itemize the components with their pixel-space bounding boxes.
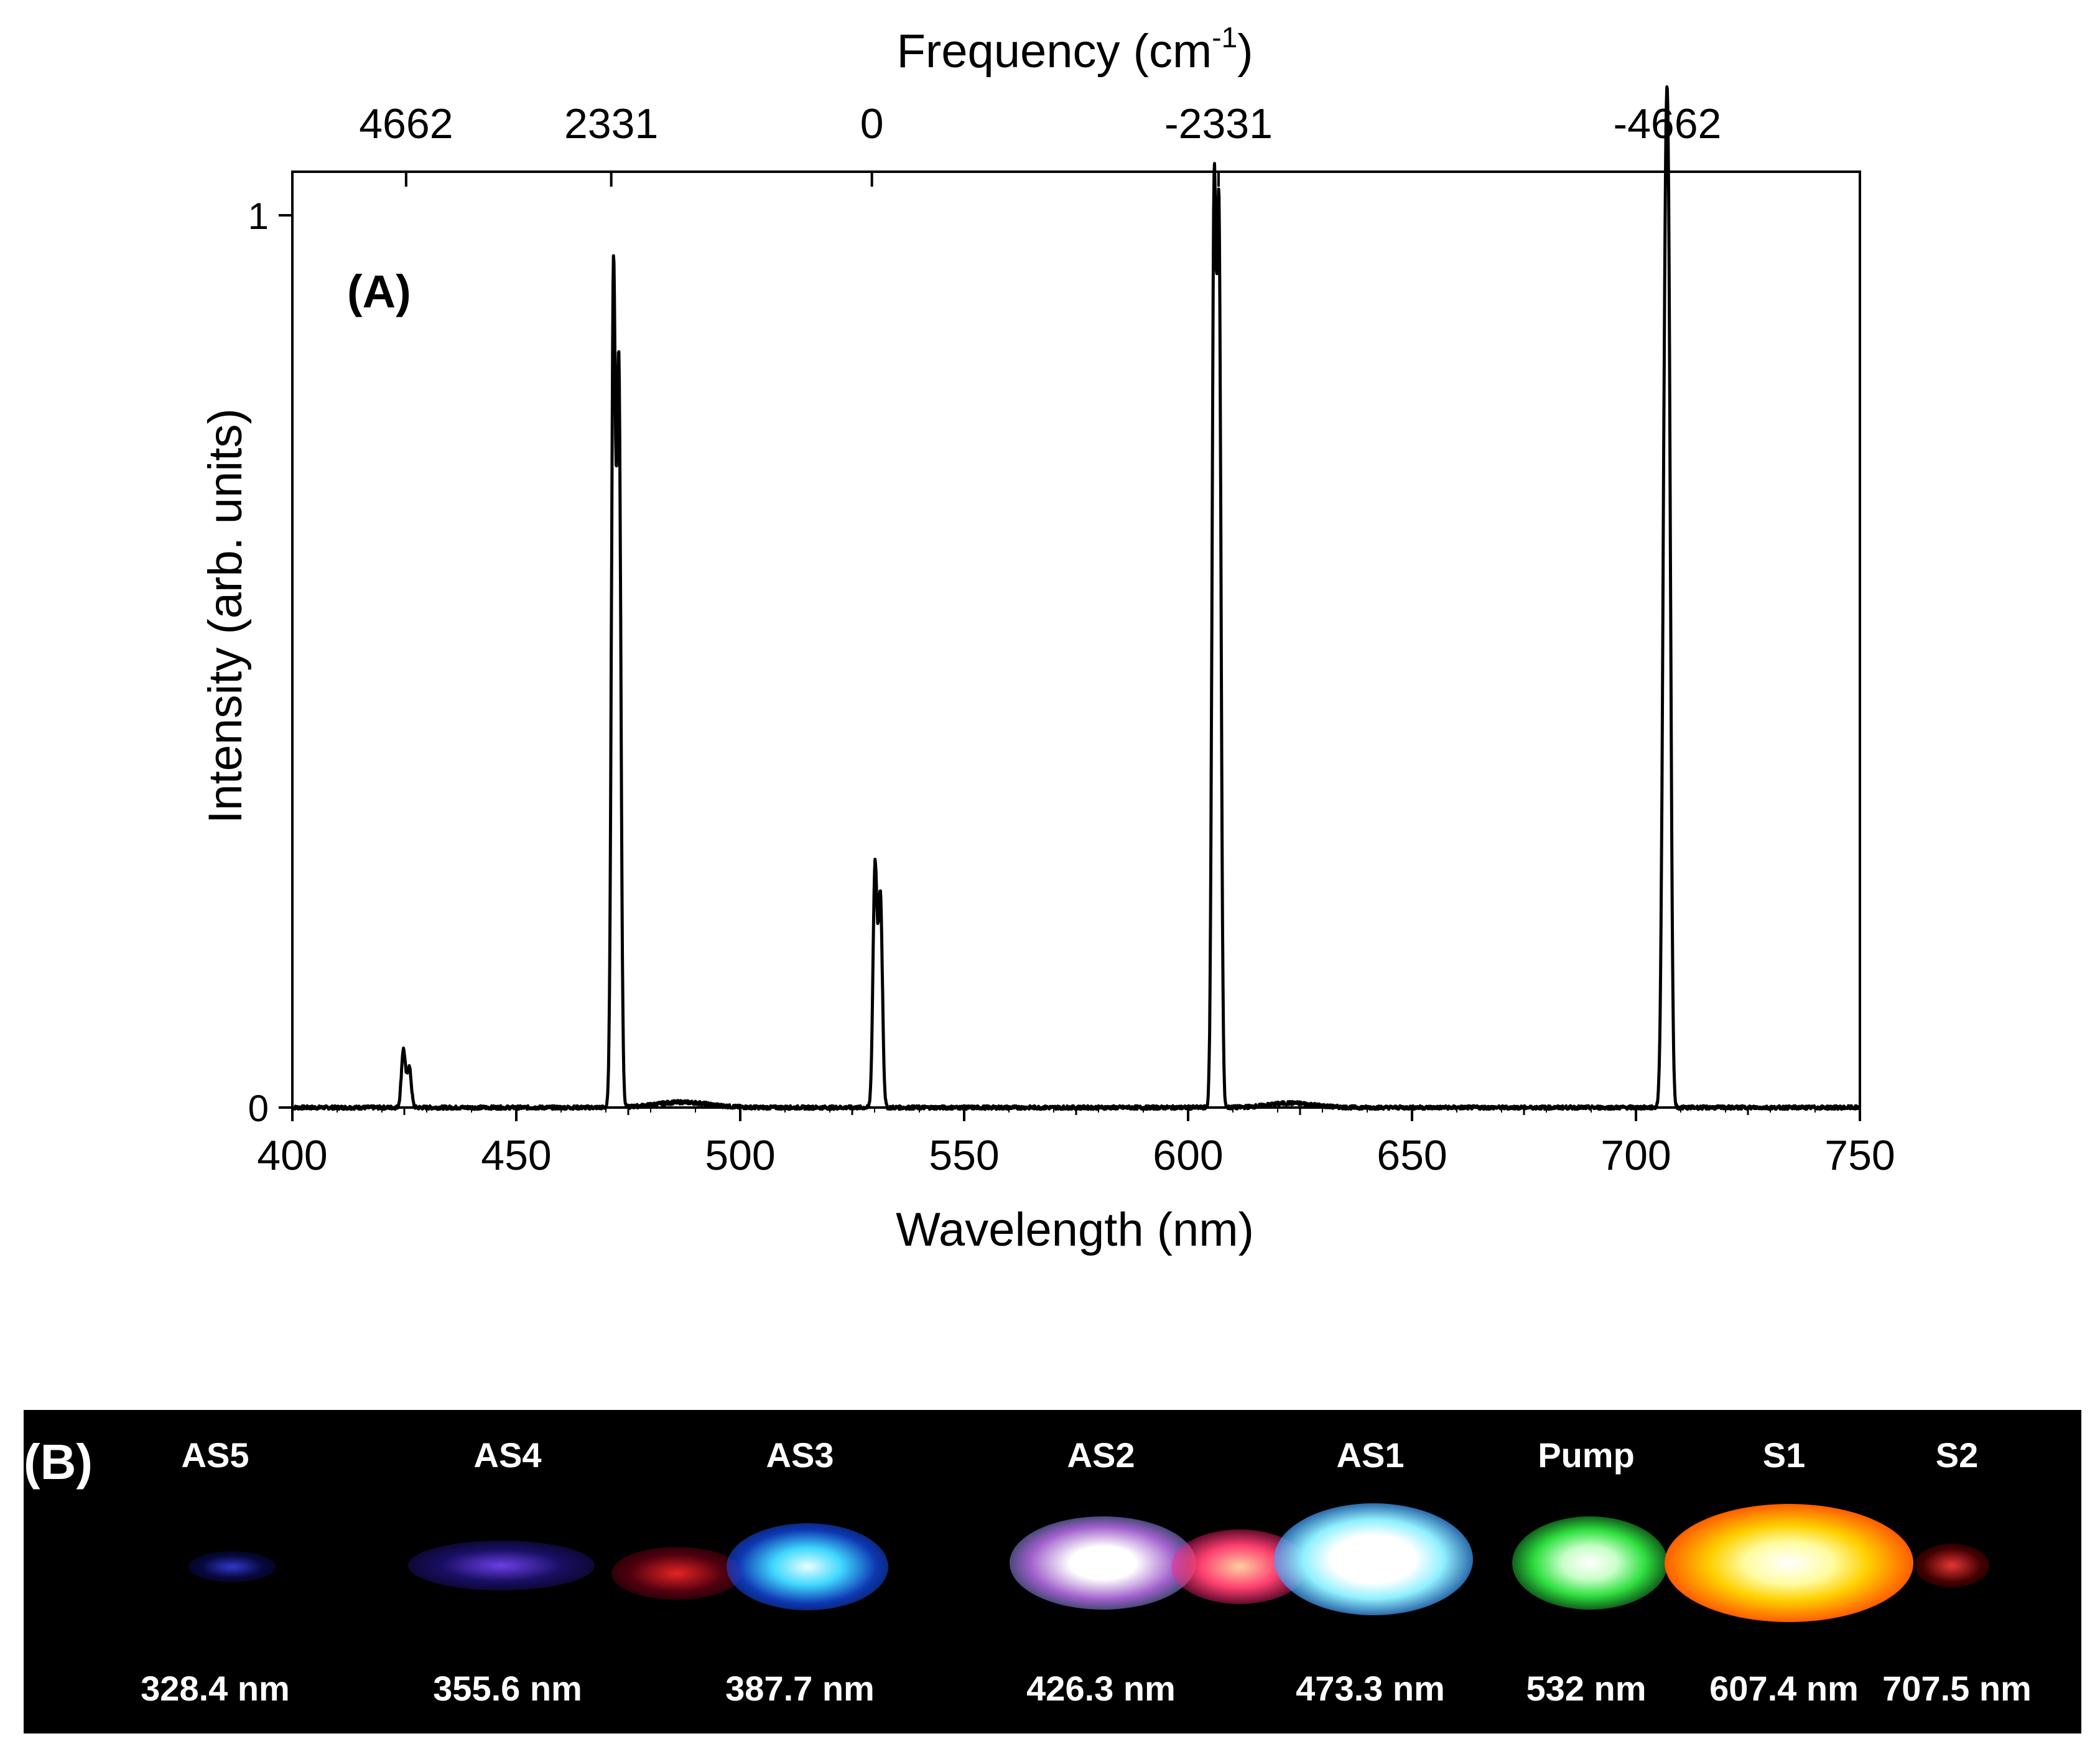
top-tick-label: 4662 [359, 100, 453, 147]
panel-a-label: (A) [347, 266, 411, 317]
y-axis: 01 [248, 195, 292, 1129]
beam-spot-0 [188, 1551, 276, 1582]
top-tick-label: -2331 [1164, 100, 1273, 147]
order-wavelength-s1: 607.4 nm [1709, 1669, 1859, 1708]
beam-spot-3 [727, 1523, 888, 1610]
top-axis-title-end: ) [1237, 25, 1253, 78]
beam-spot-1 [408, 1541, 595, 1590]
x-tick-label-700: 700 [1601, 1132, 1671, 1179]
top-axis: 4662 2331 0 -2331 -4662 [359, 100, 1721, 187]
x-tick-label-550: 550 [929, 1132, 999, 1179]
y-tick-label-0: 0 [248, 1088, 269, 1129]
plot-frame [291, 170, 1861, 1109]
order-name-s1: S1 [1762, 1435, 1806, 1475]
order-name-as1: AS1 [1336, 1435, 1405, 1475]
beam-spot-4 [1010, 1516, 1196, 1610]
top-tick-label: 0 [860, 100, 884, 147]
order-name-as5: AS5 [181, 1435, 249, 1475]
x-axis: 400 450 500 550 600 650 700 750 [257, 1108, 1895, 1179]
order-wavelength-pump: 532 nm [1526, 1669, 1647, 1708]
top-tick-label: 2331 [564, 100, 658, 147]
x-axis-title: Wavelength (nm) [896, 1203, 1254, 1256]
raman-beam-photo: (B) AS5 328.4 nm AS4 355.6 nm AS3 387.7 nm AS2… [24, 1410, 2081, 1733]
spectrum-chart: Frequency (cm-1) 4662 2331 0 -2331 -4662 400… [199, 21, 1895, 1256]
order-wavelength-as3: 387.7 nm [725, 1669, 875, 1708]
x-tick-label-600: 600 [1153, 1132, 1223, 1179]
panel-b-label: (B) [24, 1434, 93, 1490]
x-tick-label-500: 500 [705, 1132, 775, 1179]
order-name-pump: Pump [1538, 1435, 1635, 1475]
order-wavelength-s2: 707.5 nm [1882, 1669, 2032, 1708]
beam-spot-6 [1274, 1503, 1473, 1615]
order-wavelength-as2: 426.3 nm [1026, 1669, 1176, 1708]
top-axis-title-main: Frequency (cm [896, 25, 1212, 78]
beam-spot-8 [1665, 1504, 1913, 1622]
top-axis-title-sup: -1 [1212, 21, 1237, 54]
order-wavelength-as5: 328.4 nm [141, 1669, 290, 1708]
x-tick-label-450: 450 [481, 1132, 551, 1179]
y-tick-label-1: 1 [248, 195, 269, 237]
beam-spot-9 [1915, 1544, 1989, 1587]
spectrum-line [291, 85, 1861, 1111]
beam-spot-7 [1512, 1516, 1668, 1610]
order-name-as3: AS3 [766, 1435, 834, 1475]
y-axis-title: Intensity (arb. units) [199, 408, 252, 823]
x-tick-label-750: 750 [1824, 1132, 1895, 1179]
order-name-s2: S2 [1935, 1435, 1979, 1475]
order-wavelength-as1: 473.3 nm [1296, 1669, 1445, 1708]
beam-spot-2 [611, 1546, 742, 1600]
order-name-as2: AS2 [1067, 1435, 1135, 1475]
top-axis-title: Frequency (cm-1) [896, 21, 1253, 78]
x-tick-label-650: 650 [1377, 1132, 1447, 1179]
x-tick-label-400: 400 [257, 1132, 327, 1179]
order-wavelength-as4: 355.6 nm [433, 1669, 582, 1708]
order-name-as4: AS4 [473, 1435, 542, 1475]
